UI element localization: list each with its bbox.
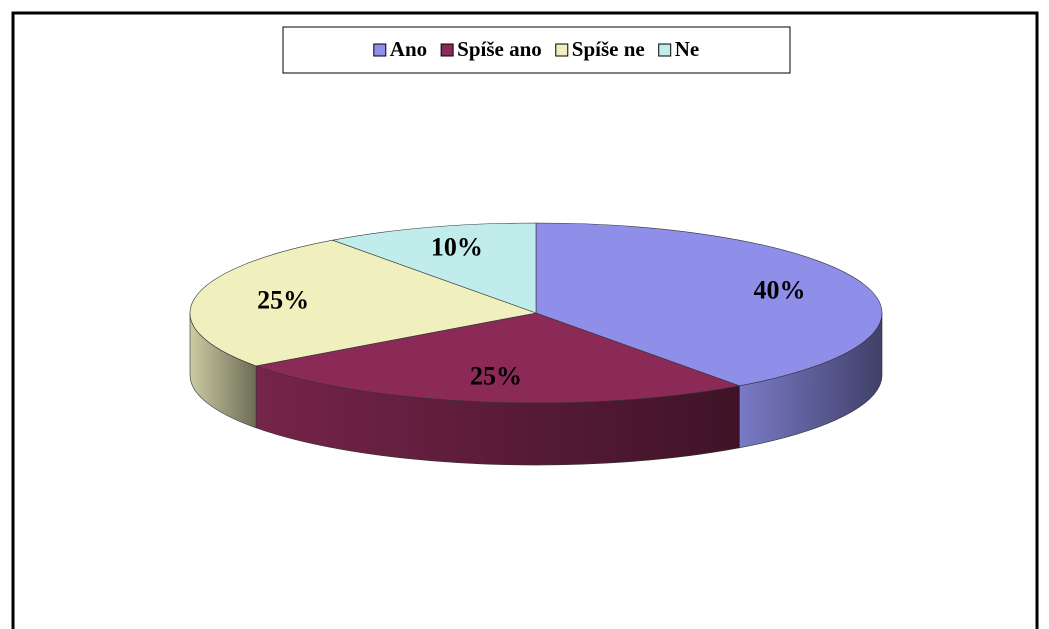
slice-label: 10% <box>431 233 483 262</box>
legend-label: Spíše ne <box>572 37 645 61</box>
slice-label: 40% <box>754 275 806 304</box>
legend-swatch <box>555 43 569 57</box>
legend-label: Ano <box>390 37 427 61</box>
legend-box <box>282 26 791 74</box>
legend-swatch <box>373 43 387 57</box>
slice <box>189 239 538 367</box>
legend-swatch <box>440 43 454 57</box>
legend-label: Spíše ano <box>457 37 542 61</box>
legend-label: Ne <box>675 37 700 61</box>
slice <box>535 222 883 387</box>
slice <box>331 222 537 314</box>
slice-label: 25% <box>257 286 309 315</box>
slice-label: 25% <box>470 362 522 391</box>
slice <box>254 312 741 404</box>
legend-swatch <box>658 43 672 57</box>
